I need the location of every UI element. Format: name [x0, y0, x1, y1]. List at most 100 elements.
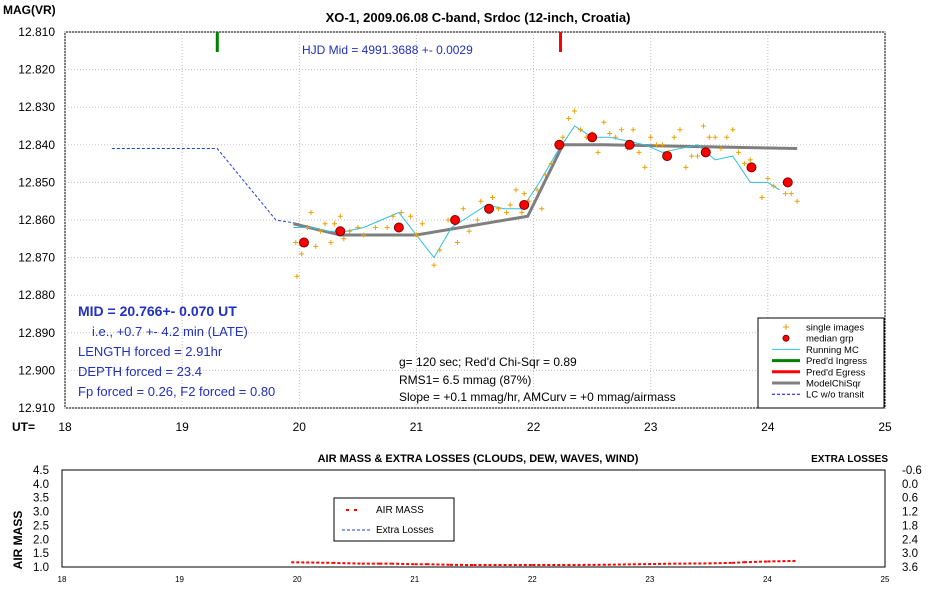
- airmass-x-tick-label: 25: [881, 575, 890, 584]
- single-image-point: [474, 217, 480, 223]
- single-image-point: [413, 232, 419, 238]
- median-group-point: [335, 226, 346, 237]
- single-image-point: [677, 127, 683, 133]
- depth-annotation: DEPTH forced = 23.4: [78, 364, 202, 379]
- extra-losses-tick-label: 2.4: [902, 534, 919, 546]
- single-image-point: [765, 176, 771, 182]
- mid-annotation: MID = 20.766+- 0.070 UT: [78, 303, 237, 319]
- single-image-point: [478, 198, 484, 204]
- single-image-point: [308, 209, 314, 215]
- single-image-point: [521, 191, 527, 197]
- main-x-tick-label: 19: [175, 420, 189, 434]
- extra-losses-tick-label: 3.0: [902, 548, 918, 560]
- single-image-point: [618, 127, 624, 133]
- single-image-point: [659, 142, 665, 148]
- main-x-tick-label: 22: [527, 420, 541, 434]
- single-image-point: [294, 273, 300, 279]
- airmass-y-tick-label: 3.5: [33, 493, 49, 505]
- airmass-legend: AIR MASS Extra Losses: [333, 497, 455, 542]
- hjd-annotation: HJD Mid = 4991.3688 +- 0.0029: [302, 43, 473, 57]
- main-y-tick-labels: 12.810 12.820 12.830 12.840 12.850 12.860 12.8…: [18, 25, 55, 415]
- stats-line-3: Slope = +0.1 mmag/hr, AMCurv = +0 mmag/a…: [399, 390, 676, 404]
- single-image-point: [771, 183, 777, 189]
- single-image-point: [747, 157, 753, 163]
- legend-label: Pred'd Ingress: [806, 356, 867, 367]
- single-image-point: [337, 213, 343, 219]
- single-image-point: [490, 194, 496, 200]
- legend-swatch-median-grp: [782, 334, 790, 342]
- airmass-segment: [391, 562, 415, 566]
- single-image-point: [630, 127, 636, 133]
- fp-annotation: Fp forced = 0.26, F2 forced = 0.80: [78, 384, 275, 399]
- airmass-legend-box: [333, 497, 455, 542]
- airmass-y-tick-label: 1.5: [33, 548, 49, 560]
- single-image-point: [398, 209, 404, 215]
- single-image-point: [695, 153, 701, 159]
- single-image-point: [718, 146, 724, 152]
- single-image-point: [460, 206, 466, 212]
- airmass-segment: [708, 561, 733, 565]
- single-image-point: [642, 164, 648, 170]
- main-series: [111, 32, 800, 279]
- extra-losses-tick-label: 3.6: [902, 562, 918, 574]
- single-image-point: [304, 225, 310, 231]
- airmass-segment: [291, 561, 333, 564]
- single-image-point: [313, 243, 319, 249]
- main-x-tick-label: 20: [293, 420, 307, 434]
- single-image-point: [759, 194, 765, 200]
- main-y-tick-label: 12.880: [18, 288, 55, 302]
- single-image-point: [648, 134, 654, 140]
- median-group-point: [298, 237, 309, 248]
- single-image-point: [466, 228, 472, 234]
- extra-losses-title: EXTRA LOSSES: [811, 454, 888, 465]
- single-image-point: [741, 161, 747, 167]
- airmass-segment: [426, 563, 451, 566]
- single-image-point: [712, 134, 718, 140]
- single-image-point: [601, 119, 607, 125]
- airmass-segment: [743, 560, 768, 564]
- airmass-y-tick-label: 3.0: [33, 507, 49, 519]
- lc-without-transit-line: [111, 148, 300, 225]
- single-image-point: [736, 149, 742, 155]
- median-group-point: [782, 177, 793, 188]
- airmass-tick-labels: 4.54.03.53.02.52.01.51.0-0.60.00.61.21.8…: [33, 465, 922, 584]
- median-group-point: [519, 199, 530, 210]
- airmass-x-tick-label: 22: [528, 575, 537, 584]
- main-y-tick-label: 12.910: [18, 401, 55, 415]
- airmass-segment: [732, 561, 744, 564]
- single-image-point: [347, 228, 353, 234]
- single-image-point: [689, 153, 695, 159]
- extra-losses-tick-label: 1.8: [902, 520, 918, 532]
- airmass-title: AIR MASS & EXTRA LOSSES (CLOUDS, DEW, WA…: [318, 453, 639, 465]
- single-image-point: [437, 247, 443, 253]
- main-y-tick-label: 12.810: [18, 25, 55, 39]
- single-image-point: [384, 225, 390, 231]
- median-group-point: [484, 203, 495, 214]
- main-y-tick-label: 12.820: [18, 63, 55, 77]
- single-image-point: [577, 127, 583, 133]
- main-x-tick-label: 24: [761, 420, 775, 434]
- main-x-axis-label: UT=: [12, 420, 35, 434]
- main-y-axis-label: MAG(VR): [3, 3, 56, 17]
- single-image-point: [355, 225, 361, 231]
- single-image-point: [519, 209, 525, 215]
- legend-swatch-single-images: [783, 324, 789, 330]
- single-image-point: [454, 240, 460, 246]
- main-y-tick-label: 12.830: [18, 100, 55, 114]
- median-group-point: [554, 139, 565, 150]
- main-legend-box: [757, 317, 885, 409]
- main-x-tick-label: 18: [58, 420, 72, 434]
- airmass-x-tick-label: 20: [293, 575, 302, 584]
- airmass-x-tick-label: 19: [175, 575, 184, 584]
- median-group-point: [624, 139, 635, 150]
- single-image-point: [431, 262, 437, 268]
- main-y-tick-label: 12.860: [18, 213, 55, 227]
- airmass-y-tick-label: 2.5: [33, 520, 49, 532]
- legend-label: ModelChiSqr: [806, 379, 861, 390]
- median-group-point: [662, 151, 673, 162]
- single-image-point: [328, 240, 334, 246]
- single-image-point: [724, 134, 730, 140]
- legend-label: single images: [806, 323, 864, 334]
